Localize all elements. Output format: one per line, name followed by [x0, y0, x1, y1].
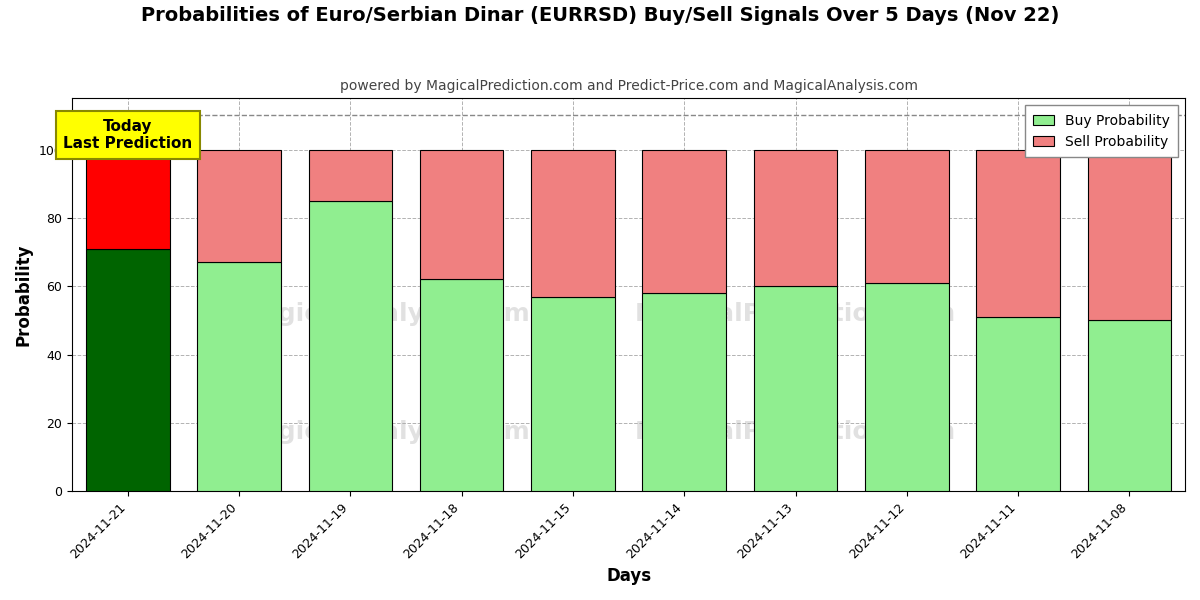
- Bar: [86, 149, 169, 249]
- Text: Today
Last Prediction: Today Last Prediction: [64, 119, 192, 151]
- Bar: [1087, 149, 1171, 320]
- Y-axis label: Probability: Probability: [16, 244, 34, 346]
- Text: MagicalPrediction.com: MagicalPrediction.com: [635, 302, 956, 326]
- Text: Probabilities of Euro/Serbian Dinar (EURRSD) Buy/Sell Signals Over 5 Days (Nov 2: Probabilities of Euro/Serbian Dinar (EUR…: [140, 6, 1060, 25]
- Title: powered by MagicalPrediction.com and Predict-Price.com and MagicalAnalysis.com: powered by MagicalPrediction.com and Pre…: [340, 79, 918, 93]
- Bar: [977, 149, 1060, 317]
- Text: MagicalAnalysis.com: MagicalAnalysis.com: [236, 421, 530, 445]
- X-axis label: Days: Days: [606, 567, 652, 585]
- Bar: [86, 249, 169, 491]
- Bar: [420, 280, 503, 491]
- Text: MagicalAnalysis.com: MagicalAnalysis.com: [236, 302, 530, 326]
- Bar: [754, 149, 838, 286]
- Bar: [532, 296, 614, 491]
- Bar: [977, 317, 1060, 491]
- Bar: [754, 286, 838, 491]
- Text: MagicalPrediction.com: MagicalPrediction.com: [635, 421, 956, 445]
- Bar: [197, 262, 281, 491]
- Bar: [532, 149, 614, 296]
- Bar: [865, 283, 948, 491]
- Legend: Buy Probability, Sell Probability: Buy Probability, Sell Probability: [1025, 105, 1178, 157]
- Bar: [420, 149, 503, 280]
- Bar: [197, 149, 281, 262]
- Bar: [865, 149, 948, 283]
- Bar: [308, 149, 392, 201]
- Bar: [308, 201, 392, 491]
- Bar: [642, 293, 726, 491]
- Bar: [1087, 320, 1171, 491]
- Bar: [642, 149, 726, 293]
